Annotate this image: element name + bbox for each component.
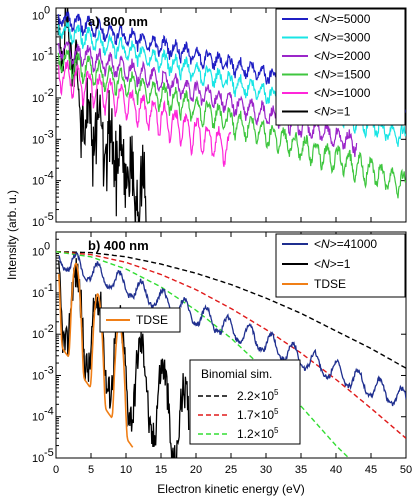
panel-b-legend-label: <N>=41000 <box>314 237 377 251</box>
panel-b-ytick-exponent: 0 <box>44 241 50 253</box>
binomial-curve <box>56 251 406 439</box>
panel-a-ytick-exponent: -1 <box>44 46 54 58</box>
panel-a-legend-label: <N>=3000 <box>314 31 371 45</box>
x-tick-label: 35 <box>295 464 307 476</box>
panel-a-ytick-label: 10 <box>32 134 44 146</box>
panel-a-legend-label: <N>=1500 <box>314 68 371 82</box>
panel-a-ytick-exponent: -4 <box>44 170 54 182</box>
x-tick-label: 40 <box>330 464 342 476</box>
panel-b-series-line <box>58 262 134 448</box>
x-tick-label: 15 <box>155 464 167 476</box>
panel-a-series-line <box>57 60 232 167</box>
panel-b-legend-label: TDSE <box>314 277 346 291</box>
binomial-legend-label: 1.7×105 <box>237 407 279 422</box>
panel-a-legend-label: <N>=1000 <box>314 86 371 100</box>
binomial-curve <box>56 251 350 458</box>
x-tick-label: 0 <box>53 464 59 476</box>
panel-b-title: b) 400 nm <box>88 238 149 253</box>
panel-a-ytick-label: 10 <box>32 93 44 105</box>
binomial-legend: Binomial sim. 2.2×105 1.7×105 1.2×105 <box>189 359 301 445</box>
panel-a-legend-label: <N>=1 <box>314 105 351 119</box>
binomial-legend-title: Binomial sim. <box>201 367 272 381</box>
tdse-inset-legend: TDSE <box>99 307 181 333</box>
binomial-legend-box <box>189 359 301 445</box>
panel-a-legend: <N>=5000 <N>=3000 <N>=2000 <N>=1500 <N>=1000… <box>275 8 406 126</box>
panel-b-ytick-exponent: -5 <box>44 447 54 459</box>
panel-b-ytick-label: 10 <box>32 247 44 259</box>
panel-a-ytick-exponent: -5 <box>44 211 54 223</box>
panel-b-ytick-label: 10 <box>32 329 44 341</box>
panel-a-series-line <box>57 8 147 222</box>
panel-a-title: a) 800 nm <box>88 14 148 29</box>
binomial-curve <box>56 251 406 369</box>
panel-b-legend-label: <N>=1 <box>314 257 351 271</box>
panel-a-ytick-label: 10 <box>32 52 44 64</box>
panel-b-ytick-label: 10 <box>32 370 44 382</box>
x-tick-label: 45 <box>365 464 377 476</box>
tdse-inset-label: TDSE <box>136 313 168 327</box>
panel-a-ytick-label: 10 <box>32 10 44 22</box>
x-tick-label: 20 <box>190 464 202 476</box>
x-axis-label: Electron kinetic energy (eV) <box>157 482 304 496</box>
panel-b-ytick-exponent: -1 <box>44 282 54 294</box>
panel-b-series-line <box>58 252 406 407</box>
x-tick-label: 10 <box>120 464 132 476</box>
x-tick-label: 50 <box>400 464 412 476</box>
panel-a-legend-box <box>275 8 406 126</box>
panel-a-ytick-exponent: 0 <box>44 4 50 16</box>
binomial-legend-label: 2.2×105 <box>237 388 279 403</box>
panel-a-legend-label: <N>=2000 <box>314 49 371 63</box>
x-tick-label: 30 <box>260 464 272 476</box>
panel-a-ytick-label: 10 <box>32 217 44 229</box>
panel-a-ytick-label: 10 <box>32 176 44 188</box>
panel-b-ytick-exponent: -3 <box>44 364 54 376</box>
x-tick-label: 5 <box>88 464 94 476</box>
panel-b-legend: <N>=41000 <N>=1 TDSE <box>275 233 406 298</box>
y-axis-label: Intensity (arb. u.) <box>5 190 19 280</box>
binomial-legend-label: 1.2×105 <box>237 426 279 441</box>
panel-b-ytick-label: 10 <box>32 288 44 300</box>
panel-b-ytick-exponent: -4 <box>44 406 54 418</box>
panel-a-series-line <box>57 49 406 199</box>
panel-b-ytick-label: 10 <box>32 412 44 424</box>
x-tick-label: 25 <box>225 464 237 476</box>
panel-a-ytick-exponent: -2 <box>44 87 54 99</box>
panel-b-ytick-label: 10 <box>32 453 44 465</box>
panel-b-ytick-exponent: -2 <box>44 323 54 335</box>
panel-a-legend-label: <N>=5000 <box>314 12 371 26</box>
panel-a-ytick-exponent: -3 <box>44 128 54 140</box>
